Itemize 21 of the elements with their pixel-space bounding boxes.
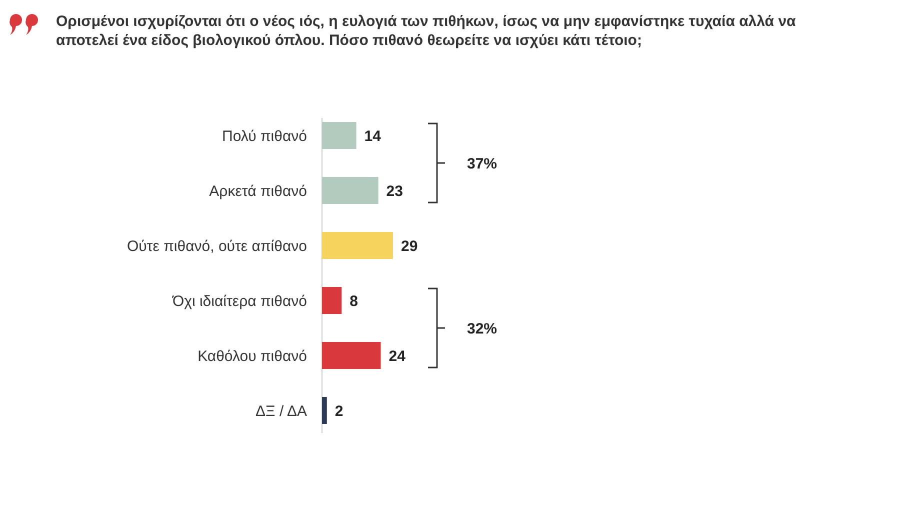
y-tick-label: ΔΞ / ΔΑ	[256, 402, 307, 420]
data-label: 29	[401, 238, 418, 255]
bar	[322, 397, 327, 424]
text: 37%	[467, 155, 498, 172]
y-tick-label: Καθόλου πιθανό	[198, 348, 307, 365]
text: Ορισμένοι ισχυρίζονται ότι ο νέος ιός, η ευλογιά των πιθήκων, ίσως να μην εμφανίστηκε τυχαία αλλά να αποτελεί ένα είδος βιολογικού όπλου. Πόσο πιθανό θεωρείτε να ισχύει κάτι τέτοιο;	[56, 12, 797, 50]
bar	[322, 342, 381, 369]
bar	[322, 232, 393, 259]
data-label: 14	[364, 128, 382, 145]
y-tick-label: Αρκετά πιθανό	[209, 182, 307, 200]
y-tick-label: Ούτε πιθανό, ούτε απίθανο	[126, 238, 307, 255]
data-label: 23	[386, 182, 403, 200]
text: 32%	[467, 320, 498, 338]
bar	[322, 122, 356, 149]
data-label: 2	[334, 402, 344, 420]
data-label: 24	[388, 348, 406, 365]
bar	[322, 177, 378, 204]
y-tick-label: Όχι ιδιαίτερα πιθανό	[171, 292, 307, 310]
bar	[322, 287, 342, 314]
data-label: 8	[350, 292, 358, 310]
y-tick-label: Πολύ πιθανό	[222, 128, 307, 145]
